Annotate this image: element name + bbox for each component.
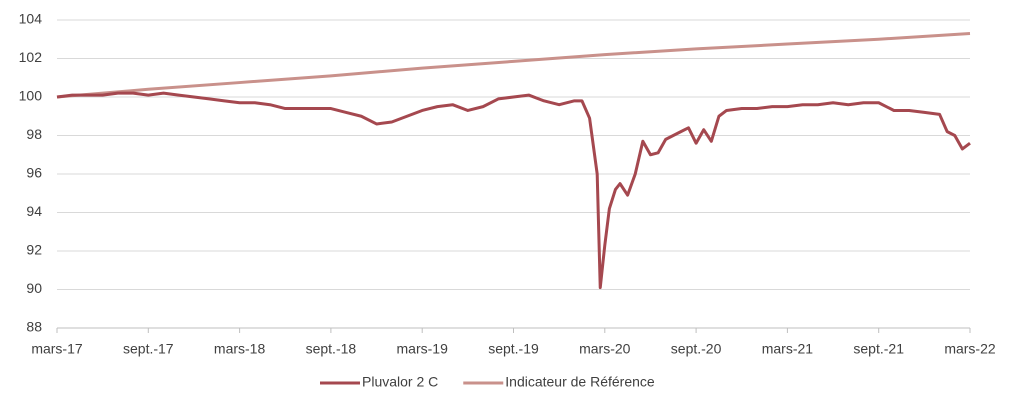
x-tick-label: sept.-19 bbox=[488, 341, 539, 357]
series-line bbox=[56, 31, 971, 99]
x-tick-label: mars-22 bbox=[944, 341, 996, 357]
y-tick-label: 92 bbox=[26, 242, 42, 258]
x-tick-label: mars-21 bbox=[762, 341, 814, 357]
x-tick-label: mars-19 bbox=[397, 341, 449, 357]
x-tick-label: sept.-18 bbox=[306, 341, 357, 357]
series-line bbox=[56, 91, 971, 290]
legend-label: Pluvalor 2 C bbox=[362, 374, 438, 390]
x-tick-label: mars-20 bbox=[579, 341, 631, 357]
x-tick-label: sept.-21 bbox=[853, 341, 904, 357]
x-tick-label: mars-18 bbox=[214, 341, 266, 357]
x-tick-label: sept.-17 bbox=[123, 341, 174, 357]
x-tick-label: sept.-20 bbox=[671, 341, 722, 357]
y-tick-label: 98 bbox=[26, 126, 42, 142]
y-tick-label: 104 bbox=[19, 11, 43, 27]
y-tick-label: 88 bbox=[26, 319, 42, 335]
y-tick-label: 96 bbox=[26, 165, 42, 181]
y-tick-label: 90 bbox=[26, 280, 42, 296]
legend-label: Indicateur de Référence bbox=[505, 374, 655, 390]
y-tick-label: 100 bbox=[19, 88, 43, 104]
x-tick-label: mars-17 bbox=[31, 341, 83, 357]
y-tick-label: 102 bbox=[19, 49, 43, 65]
y-tick-label: 94 bbox=[26, 203, 42, 219]
